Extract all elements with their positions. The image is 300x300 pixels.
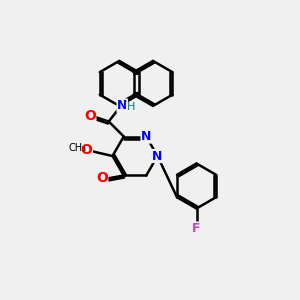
Text: N: N — [117, 99, 128, 112]
Text: CH₃: CH₃ — [68, 143, 86, 153]
Text: O: O — [84, 109, 96, 122]
Text: N: N — [152, 149, 163, 163]
Text: F: F — [192, 222, 201, 235]
Text: O: O — [96, 172, 108, 185]
Text: H: H — [127, 102, 135, 112]
Text: O: O — [80, 143, 92, 157]
Text: N: N — [141, 130, 152, 143]
